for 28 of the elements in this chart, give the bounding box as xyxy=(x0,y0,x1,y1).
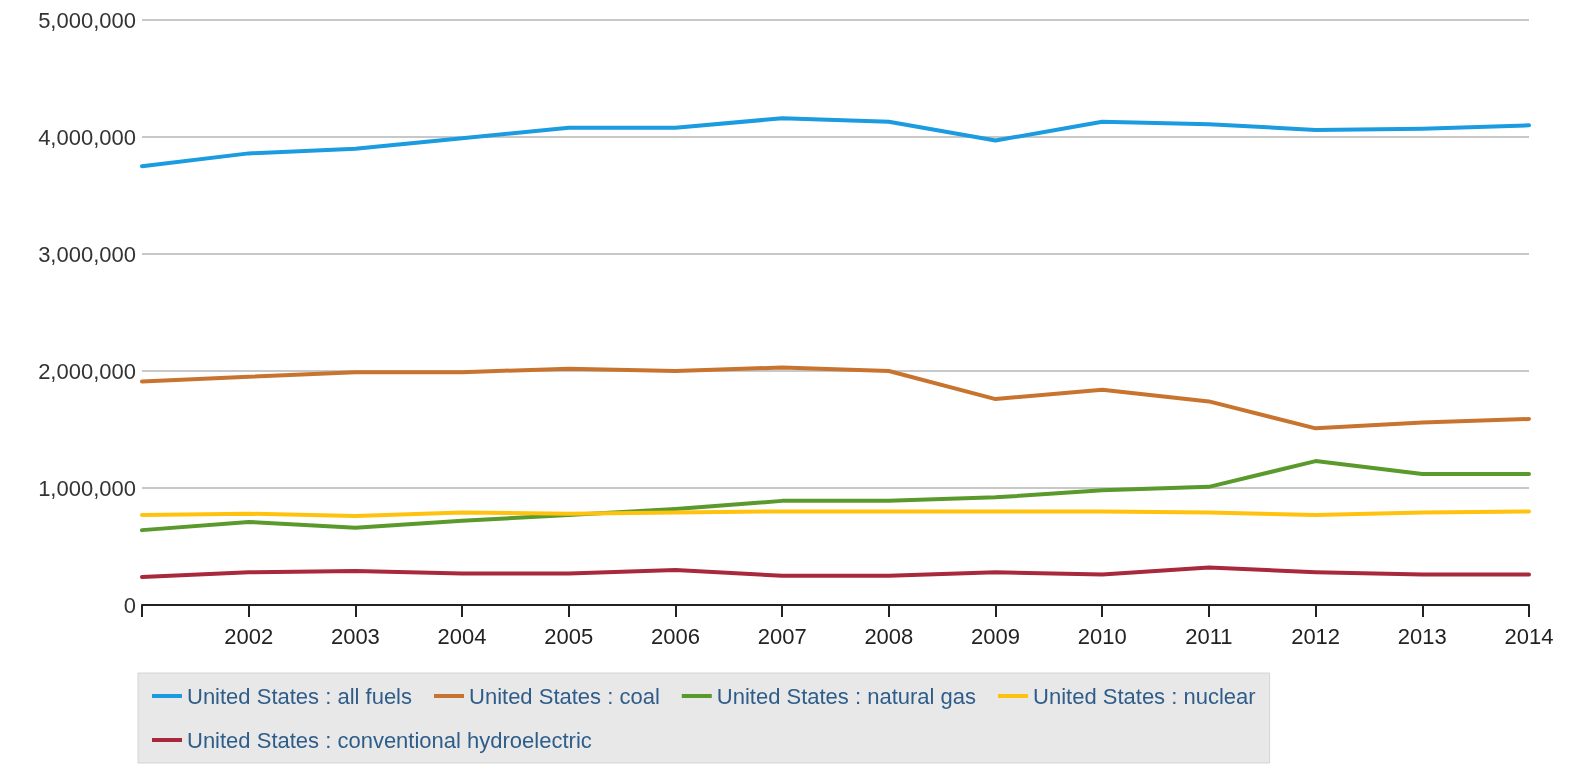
line-series xyxy=(140,459,1531,533)
x-tick-label: 2010 xyxy=(1077,623,1127,649)
x-tick-label: 2013 xyxy=(1397,623,1447,649)
y-tick-label: 4,000,000 xyxy=(38,124,136,150)
y-tick-label: 0 xyxy=(123,592,136,618)
x-tick-label: 2014 xyxy=(1504,623,1554,649)
x-tick-label: 2006 xyxy=(650,623,700,649)
x-tick-label: 2009 xyxy=(971,623,1021,649)
x-tick-label: 2012 xyxy=(1291,623,1341,649)
legend-label: United States : natural gas xyxy=(716,683,977,709)
x-tick-label: 2004 xyxy=(437,623,487,649)
x-tick-label: 2002 xyxy=(224,623,274,649)
x-tick-label: 2005 xyxy=(544,623,594,649)
line-series xyxy=(140,116,1531,169)
line-series xyxy=(140,365,1531,431)
y-tick-label: 1,000,000 xyxy=(38,475,136,501)
y-tick-label: 2,000,000 xyxy=(38,358,136,384)
x-tick-label: 2008 xyxy=(864,623,914,649)
legend-label: United States : coal xyxy=(469,683,660,709)
legend-label: United States : nuclear xyxy=(1033,683,1256,709)
x-tick-label: 2011 xyxy=(1185,623,1233,649)
line-series xyxy=(140,565,1531,579)
legend-label: United States : all fuels xyxy=(187,683,413,709)
y-tick-label: 3,000,000 xyxy=(38,241,136,267)
legend-label: United States : conventional hydroelectric xyxy=(187,727,592,753)
x-tick-label: 2003 xyxy=(330,623,380,649)
x-tick-label: 2007 xyxy=(757,623,807,649)
y-tick-label: 5,000,000 xyxy=(38,7,136,33)
